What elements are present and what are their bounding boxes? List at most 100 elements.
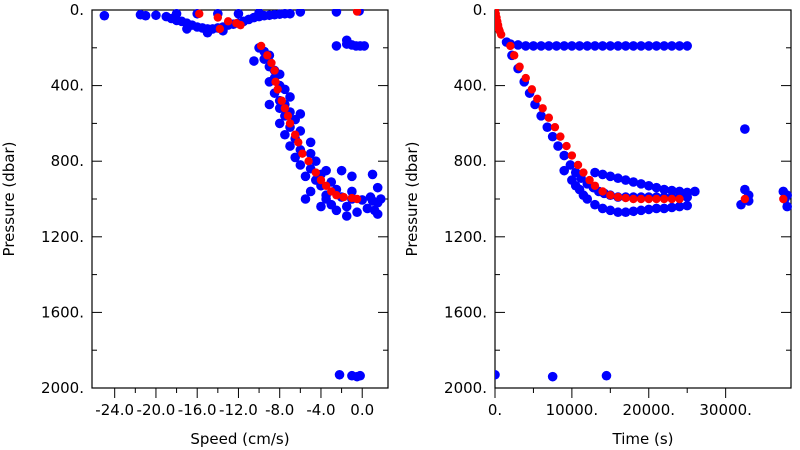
observation-point <box>331 41 342 51</box>
x-tick-label: -16.0 <box>178 401 217 419</box>
observation-point <box>547 371 558 382</box>
x-tick-label: -24.0 <box>95 401 134 419</box>
x-tick-label: 20000. <box>623 401 676 419</box>
y-tick-label: 400. <box>51 77 84 95</box>
x-tick-label: 10000. <box>546 401 599 419</box>
observation-point <box>636 41 646 51</box>
observation-point <box>341 201 352 212</box>
mean-profile-point <box>321 181 331 190</box>
mean-profile-point <box>223 17 233 26</box>
observation-point <box>495 369 500 380</box>
y-tick-label: 2000. <box>444 379 487 397</box>
observation-point <box>636 205 646 216</box>
mean-profile-point <box>550 122 560 132</box>
observation-point <box>682 41 693 51</box>
mean-profile-point <box>629 194 638 204</box>
observation-point <box>331 205 342 216</box>
y-tick-label: 800. <box>454 152 487 170</box>
observation-point <box>536 41 546 51</box>
observation-point <box>542 122 553 132</box>
observation-point <box>280 84 290 95</box>
observation-point <box>249 56 259 66</box>
observation-point <box>659 184 669 195</box>
observation-point <box>280 129 290 140</box>
observation-point <box>182 24 192 34</box>
mean-profile-point <box>256 41 266 51</box>
x-tick-label: -4.0 <box>306 401 335 419</box>
mean-profile-point <box>515 62 524 71</box>
observation-point <box>372 182 383 193</box>
observation-point <box>690 186 700 197</box>
observation-point <box>590 41 600 51</box>
observation-point <box>202 27 213 38</box>
observation-point <box>305 186 316 197</box>
observation-point <box>782 201 792 212</box>
observation-point <box>574 41 585 51</box>
observation-point <box>674 201 685 212</box>
observation-point <box>520 41 531 51</box>
x-tick-label: 0.0 <box>350 401 374 419</box>
observation-point <box>359 41 370 51</box>
observation-point <box>597 203 608 214</box>
y-tick-label: 1600. <box>444 303 487 321</box>
mean-profile-point <box>311 168 321 177</box>
mean-profile-point <box>510 51 519 60</box>
observation-point <box>347 171 357 182</box>
x-tick-label: -12.0 <box>219 401 258 419</box>
mean-profile-point <box>236 20 245 30</box>
observation-point <box>682 187 693 198</box>
y-tick-label: 1600. <box>41 303 84 321</box>
mean-profile-point <box>567 151 577 160</box>
mean-profile-point <box>294 138 303 147</box>
mean-profile-point <box>644 194 653 204</box>
observation-point <box>355 370 365 381</box>
observation-point <box>667 202 677 213</box>
observation-point <box>341 211 352 221</box>
y-tick-label: 0. <box>473 1 487 19</box>
observation-point <box>305 137 316 148</box>
mean-profile-point <box>675 194 684 204</box>
y-axis-label: Pressure (dbar) <box>403 142 421 257</box>
speed-pressure-panel: 0. 400. 800. 1200. 1600. 2000. -24.0 -20.0 -16.0… <box>0 1 389 448</box>
observation-point <box>295 9 306 17</box>
observation-point <box>513 40 523 50</box>
mean-profile-point <box>598 187 607 196</box>
mean-profile-point <box>579 168 588 177</box>
observation-point <box>601 370 612 381</box>
mean-profile-point <box>267 58 276 68</box>
y-axis-label: Pressure (dbar) <box>0 142 18 257</box>
observation-point <box>547 131 558 142</box>
observation-point <box>316 201 326 212</box>
observation-point <box>570 180 581 191</box>
mean-profile-point <box>521 73 530 83</box>
x-tick-label: -20.0 <box>137 401 176 419</box>
mean-profile-point <box>533 94 542 104</box>
observation-point <box>567 41 577 51</box>
mean-profile-point <box>270 66 279 75</box>
mean-profile-point <box>290 130 300 139</box>
mean-profile-point <box>213 13 223 22</box>
observation-point <box>274 118 285 129</box>
observation-point <box>367 169 378 180</box>
mean-profile-point <box>283 111 293 121</box>
observation-point <box>559 41 569 51</box>
observation-point <box>613 207 623 218</box>
observation-point <box>347 186 357 197</box>
mean-profile-point <box>332 191 341 200</box>
observation-point <box>352 207 362 218</box>
observation-point <box>578 190 589 201</box>
observation-point <box>264 77 275 87</box>
observation-point <box>643 41 654 51</box>
observation-point <box>553 141 563 151</box>
observation-point <box>620 207 631 218</box>
mean-profile-point <box>316 175 326 185</box>
observation-point <box>597 41 608 51</box>
mean-profile-point <box>590 181 600 190</box>
mean-profile-point <box>585 175 594 185</box>
observation-point <box>528 41 539 51</box>
observation-point <box>295 109 306 119</box>
observation-point <box>605 171 616 182</box>
mean-profile-point <box>779 194 788 204</box>
observation-point <box>295 160 306 170</box>
observation-point <box>651 203 662 214</box>
